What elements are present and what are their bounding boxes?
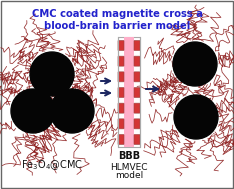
Circle shape <box>173 42 217 86</box>
FancyBboxPatch shape <box>134 40 140 50</box>
FancyBboxPatch shape <box>134 135 140 145</box>
FancyBboxPatch shape <box>118 72 124 82</box>
Text: model: model <box>115 171 143 180</box>
FancyBboxPatch shape <box>118 40 124 50</box>
Text: BBB: BBB <box>118 151 140 161</box>
Text: blood-brain barrier model: blood-brain barrier model <box>44 21 190 31</box>
FancyBboxPatch shape <box>118 56 124 66</box>
Circle shape <box>11 89 55 133</box>
FancyBboxPatch shape <box>118 103 124 113</box>
Circle shape <box>30 52 74 96</box>
Bar <box>124 37 134 147</box>
FancyBboxPatch shape <box>134 72 140 82</box>
FancyBboxPatch shape <box>134 56 140 66</box>
FancyBboxPatch shape <box>118 88 124 98</box>
Bar <box>118 37 140 147</box>
FancyBboxPatch shape <box>118 119 124 129</box>
Text: CMC coated magnetite cross a: CMC coated magnetite cross a <box>32 9 202 19</box>
Circle shape <box>50 89 94 133</box>
FancyBboxPatch shape <box>134 103 140 113</box>
Text: Fe$_3$O$_4$@CMC: Fe$_3$O$_4$@CMC <box>21 158 83 172</box>
FancyBboxPatch shape <box>118 135 124 145</box>
Text: HLMVEC: HLMVEC <box>110 163 148 171</box>
Circle shape <box>174 95 218 139</box>
FancyBboxPatch shape <box>134 119 140 129</box>
FancyBboxPatch shape <box>134 88 140 98</box>
